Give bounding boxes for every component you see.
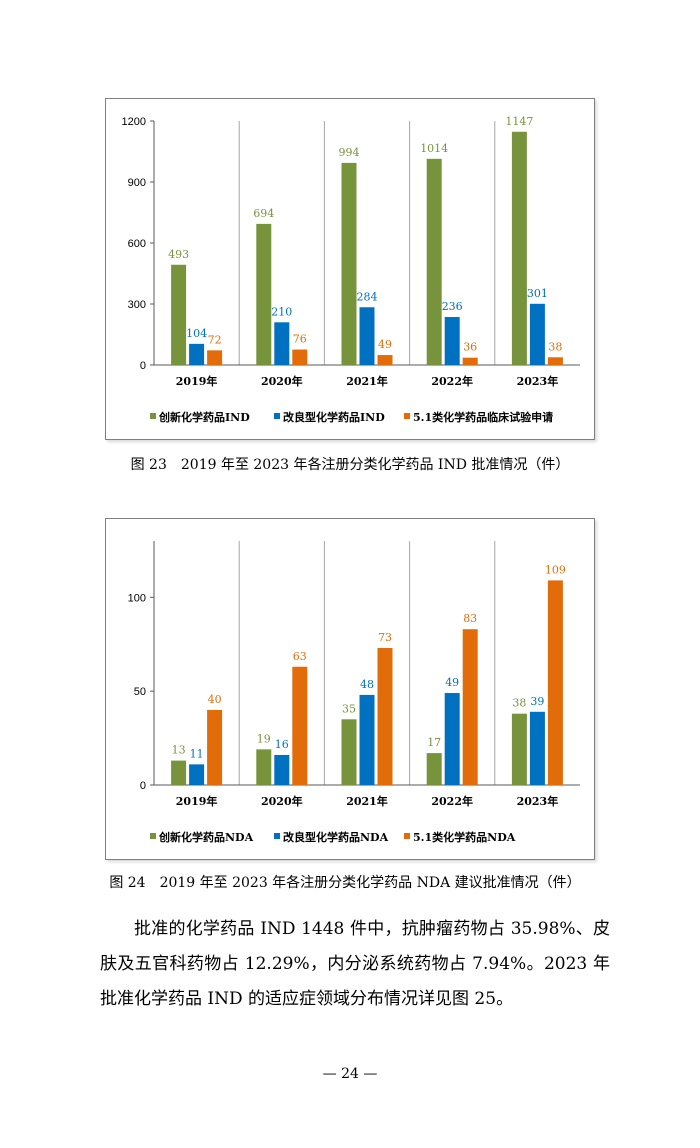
chart-ind-approvals: 0 300 600 900 1200 493 104 72 2019年 694 210 76 2020年… [105, 98, 595, 440]
chart-nda-approvals: 0 50 100 13 11 40 2019年 19 16 63 2020年 35 48 73 2021年 1… [105, 518, 595, 860]
data-label: 83 [463, 612, 477, 625]
data-label: 35 [342, 702, 356, 715]
bar [292, 349, 308, 365]
data-label: 109 [545, 563, 566, 576]
y-tick-label: 100 [128, 592, 146, 604]
legend-swatch [404, 833, 410, 839]
data-label: 38 [548, 340, 562, 353]
data-label: 19 [257, 732, 271, 745]
x-tick-label: 2020年 [261, 794, 303, 808]
body-paragraph: 批准的化学药品 IND 1448 件中，抗肿瘤药物占 35.98%、皮肤及五官科… [100, 919, 610, 1009]
legend-swatch [150, 833, 156, 839]
bar [171, 760, 187, 785]
bar [462, 629, 478, 785]
data-label: 16 [275, 738, 289, 751]
bar [359, 694, 375, 785]
legend-swatch [404, 413, 410, 419]
figure-23-caption: 图 23 2019 年至 2023 年各注册分类化学药品 IND 批准情况（件） [130, 457, 570, 473]
bar [511, 131, 527, 365]
legend-swatch [274, 413, 280, 419]
y-tick-label: 900 [128, 177, 146, 189]
y-tick-label: 0 [140, 360, 146, 372]
bar [292, 666, 308, 785]
bar [377, 355, 393, 365]
data-label: 11 [190, 747, 204, 760]
bar [444, 693, 460, 785]
data-label: 13 [172, 744, 186, 757]
legend-label: 改良型化学药品NDA [283, 830, 389, 844]
bar [511, 713, 527, 785]
data-label: 76 [293, 333, 307, 346]
data-label: 39 [530, 695, 544, 708]
data-label: 36 [463, 341, 477, 354]
bar [426, 753, 442, 785]
bar [462, 357, 478, 365]
data-label: 236 [442, 300, 463, 313]
y-tick-label: 50 [134, 686, 146, 698]
legend-swatch [274, 833, 280, 839]
bar [207, 350, 223, 365]
data-label: 48 [360, 678, 374, 691]
data-label: 49 [445, 676, 459, 689]
page-number: — 24 — [322, 1066, 378, 1082]
data-label: 63 [293, 650, 307, 663]
data-label: 210 [271, 305, 292, 318]
y-tick-label: 1200 [122, 116, 146, 128]
data-label: 1014 [420, 142, 448, 155]
bar [547, 580, 563, 785]
bar [189, 343, 205, 365]
data-label: 301 [527, 287, 548, 300]
bar [171, 264, 187, 365]
x-tick-label: 2023年 [517, 794, 559, 808]
data-label: 38 [512, 697, 526, 710]
data-label: 73 [378, 631, 392, 644]
bar [529, 303, 545, 365]
legend-label: 创新化学药品IND [158, 410, 250, 424]
bar [207, 709, 223, 785]
bar [547, 357, 563, 365]
bar [444, 317, 460, 365]
legend-label: 5.1类化学药品NDA [413, 830, 516, 844]
y-tick-label: 600 [128, 238, 146, 250]
y-tick-label: 0 [140, 780, 146, 792]
data-label: 493 [168, 248, 189, 261]
bar [529, 711, 545, 785]
bar [359, 307, 375, 365]
data-label: 1147 [505, 115, 533, 128]
x-tick-label: 2021年 [346, 794, 388, 808]
data-label: 17 [427, 736, 441, 749]
legend-label: 创新化学药品NDA [158, 830, 254, 844]
data-label: 49 [378, 338, 392, 351]
bar [341, 719, 357, 785]
bar [274, 322, 290, 365]
x-tick-label: 2023年 [517, 374, 559, 388]
bar [256, 749, 272, 785]
x-tick-label: 2022年 [431, 794, 473, 808]
legend-swatch [150, 413, 156, 419]
x-tick-label: 2022年 [431, 374, 473, 388]
data-label: 40 [208, 693, 222, 706]
y-tick-label: 300 [128, 299, 146, 311]
bar [256, 223, 272, 365]
data-label: 694 [253, 207, 274, 220]
legend-label: 5.1类化学药品临床试验申请 [413, 410, 553, 424]
chart-nda-svg: 0 50 100 13 11 40 2019年 19 16 63 2020年 35 48 73 2021年 1… [128, 541, 580, 844]
data-label: 72 [208, 333, 222, 346]
bar [426, 158, 442, 365]
bar [274, 754, 290, 785]
bar [341, 162, 357, 365]
data-label: 104 [186, 327, 207, 340]
x-tick-label: 2020年 [261, 374, 303, 388]
legend-label: 改良型化学药品IND [283, 410, 385, 424]
data-label: 994 [339, 146, 360, 159]
data-label: 284 [357, 290, 378, 303]
x-tick-label: 2019年 [176, 374, 218, 388]
figure-24-caption: 图 24 2019 年至 2023 年各注册分类化学药品 NDA 建议批准情况（… [109, 875, 581, 891]
bar [377, 647, 393, 785]
x-tick-label: 2021年 [346, 374, 388, 388]
x-tick-label: 2019年 [176, 794, 218, 808]
bar [189, 764, 205, 785]
